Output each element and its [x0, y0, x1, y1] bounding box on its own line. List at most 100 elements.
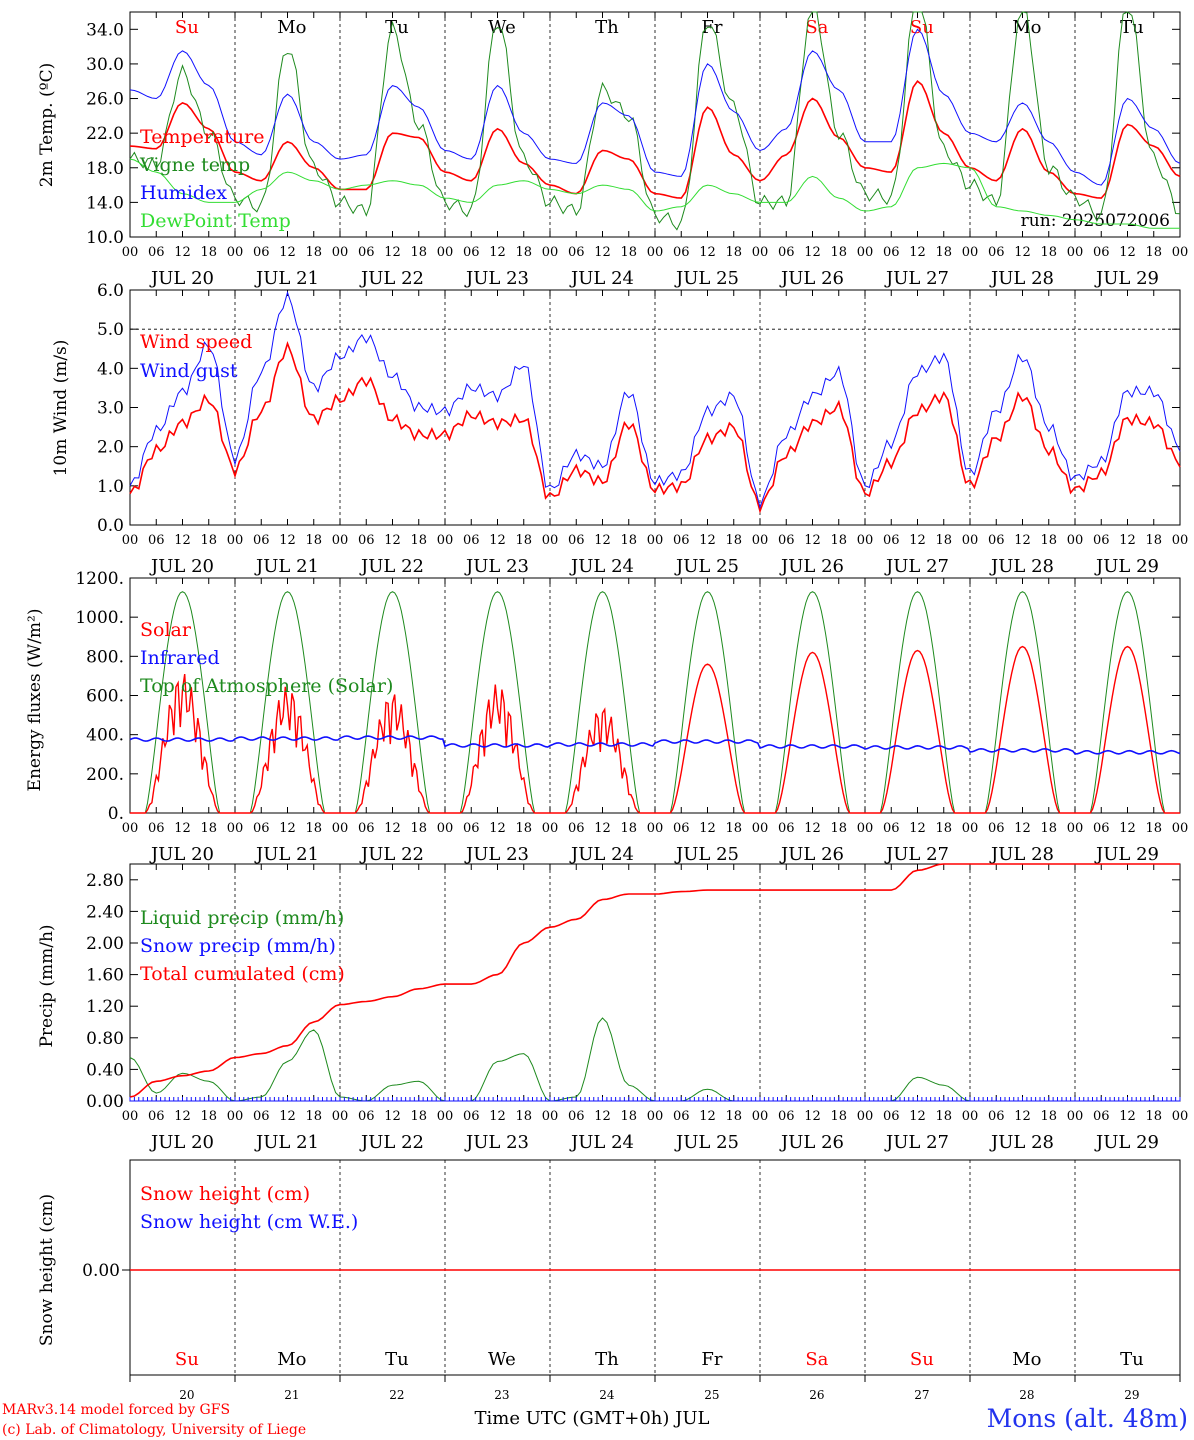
day-number-label: 20 — [179, 1388, 194, 1402]
x-hour-label: 18 — [620, 1109, 637, 1124]
run-annotation: run: 2025072006 — [1021, 211, 1170, 231]
y-tick-label: 800. — [86, 647, 124, 667]
x-hour-label: 06 — [1093, 245, 1110, 260]
x-hour-label: 00 — [1172, 1109, 1189, 1124]
x-date-label: JUL 22 — [359, 268, 424, 289]
y-tick-label: 2.80 — [86, 871, 124, 891]
x-hour-label: 06 — [463, 1109, 480, 1124]
x-hour-label: 12 — [594, 1109, 611, 1124]
x-hour-label: 06 — [778, 1109, 795, 1124]
x-date-label: JUL 25 — [674, 1132, 739, 1153]
x-hour-label: 00 — [542, 245, 559, 260]
x-hour-label: 12 — [174, 821, 191, 836]
day-number-label: 21 — [284, 1388, 299, 1402]
x-hour-label: 06 — [358, 245, 375, 260]
x-hour-label: 12 — [489, 821, 506, 836]
x-hour-label: 18 — [410, 821, 427, 836]
x-hour-label: 18 — [725, 1109, 742, 1124]
x-date-label: JUL 20 — [149, 556, 214, 577]
x-hour-label: 00 — [752, 1109, 769, 1124]
wind-y-label: 10m Wind (m/s) — [51, 340, 71, 477]
weekday-label-bottom: Sa — [805, 1349, 828, 1370]
x-hour-label: 00 — [1172, 533, 1189, 548]
x-date-label: JUL 29 — [1094, 1132, 1159, 1153]
x-hour-label: 00 — [962, 821, 979, 836]
y-tick-label: 22.0 — [86, 124, 124, 144]
temperature-y-label: 2m Temp. (ºC) — [37, 63, 57, 188]
x-hour-label: 06 — [253, 1109, 270, 1124]
x-hour-label: 12 — [489, 533, 506, 548]
x-hour-label: 00 — [437, 245, 454, 260]
y-tick-label: 400. — [86, 726, 124, 746]
series-line-wind-speed — [129, 340, 1181, 514]
x-hour-label: 12 — [384, 821, 401, 836]
x-hour-label: 12 — [1014, 1109, 1031, 1124]
x-hour-label: 06 — [883, 821, 900, 836]
x-hour-label: 06 — [673, 821, 690, 836]
x-hour-label: 18 — [620, 821, 637, 836]
x-date-label: JUL 25 — [674, 268, 739, 289]
x-hour-label: 12 — [804, 821, 821, 836]
bottom-axis-title: Time UTC (GMT+0h) JUL — [475, 1408, 710, 1429]
weekday-label-top: We — [488, 17, 516, 38]
y-tick-label: 200. — [86, 765, 124, 785]
x-hour-label: 12 — [699, 1109, 716, 1124]
weekday-label-top: Th — [595, 17, 619, 38]
x-hour-label: 12 — [1014, 821, 1031, 836]
x-date-label: JUL 29 — [1094, 268, 1159, 289]
y-tick-label: 1200. — [75, 569, 124, 589]
y-tick-label: 0.40 — [86, 1060, 124, 1080]
x-date-label: JUL 22 — [359, 556, 424, 577]
x-date-label: JUL 21 — [254, 268, 319, 289]
station-label: Mons (alt. 48m) — [987, 1404, 1188, 1433]
x-hour-label: 18 — [305, 821, 322, 836]
chart-marks: 00 06 12 18 00 06 12 18 00 06 12 18 00 06 12 18 00 06 12 18… — [75, 11, 1189, 1402]
x-date-label: JUL 27 — [884, 268, 949, 289]
x-hour-label: 00 — [1172, 245, 1189, 260]
y-tick-label: 10.0 — [86, 228, 124, 248]
legend-entry: Wind gust — [140, 360, 238, 382]
x-hour-label: 18 — [305, 245, 322, 260]
x-hour-label: 12 — [909, 533, 926, 548]
x-date-label: JUL 21 — [254, 1132, 319, 1153]
x-date-label: JUL 27 — [884, 1132, 949, 1153]
x-hour-label: 12 — [594, 245, 611, 260]
series-line-wind-gust — [129, 290, 1181, 509]
x-date-label: JUL 28 — [989, 1132, 1054, 1153]
day-number-label: 27 — [914, 1388, 929, 1402]
x-hour-label: 06 — [358, 1109, 375, 1124]
x-date-label: JUL 23 — [464, 268, 529, 289]
x-hour-label: 18 — [725, 821, 742, 836]
day-number-label: 24 — [599, 1388, 615, 1402]
x-hour-label: 06 — [568, 245, 585, 260]
y-tick-label: 0.80 — [86, 1029, 124, 1049]
weekday-label-top: Mo — [1012, 17, 1041, 38]
x-date-label: JUL 27 — [884, 844, 949, 865]
x-hour-label: 00 — [752, 533, 769, 548]
precip-y-label: Precip (mm/h) — [37, 924, 57, 1047]
x-hour-label: 12 — [594, 533, 611, 548]
y-tick-label: 1.60 — [86, 966, 124, 986]
legend-entry: Snow height (cm) — [140, 1183, 310, 1205]
x-hour-label: 06 — [778, 245, 795, 260]
x-hour-label: 18 — [1145, 1109, 1162, 1124]
x-hour-label: 00 — [437, 1109, 454, 1124]
x-hour-label: 00 — [1067, 533, 1084, 548]
x-hour-label: 06 — [988, 245, 1005, 260]
x-hour-label: 00 — [542, 1109, 559, 1124]
x-hour-label: 00 — [332, 245, 349, 260]
x-hour-label: 00 — [437, 821, 454, 836]
x-date-label: JUL 20 — [149, 844, 214, 865]
y-tick-label: 3.0 — [97, 399, 124, 419]
legend-entry: Solar — [140, 619, 192, 641]
x-hour-label: 18 — [1040, 1109, 1057, 1124]
x-date-label: JUL 24 — [569, 268, 634, 289]
x-date-label: JUL 24 — [569, 556, 634, 577]
y-tick-label: 2.00 — [86, 934, 124, 954]
x-date-label: JUL 26 — [779, 1132, 844, 1153]
x-hour-label: 18 — [725, 245, 742, 260]
x-date-label: JUL 22 — [359, 844, 424, 865]
legend-entry: Liquid precip (mm/h) — [140, 907, 344, 929]
x-hour-label: 06 — [988, 1109, 1005, 1124]
x-hour-label: 00 — [122, 1109, 139, 1124]
